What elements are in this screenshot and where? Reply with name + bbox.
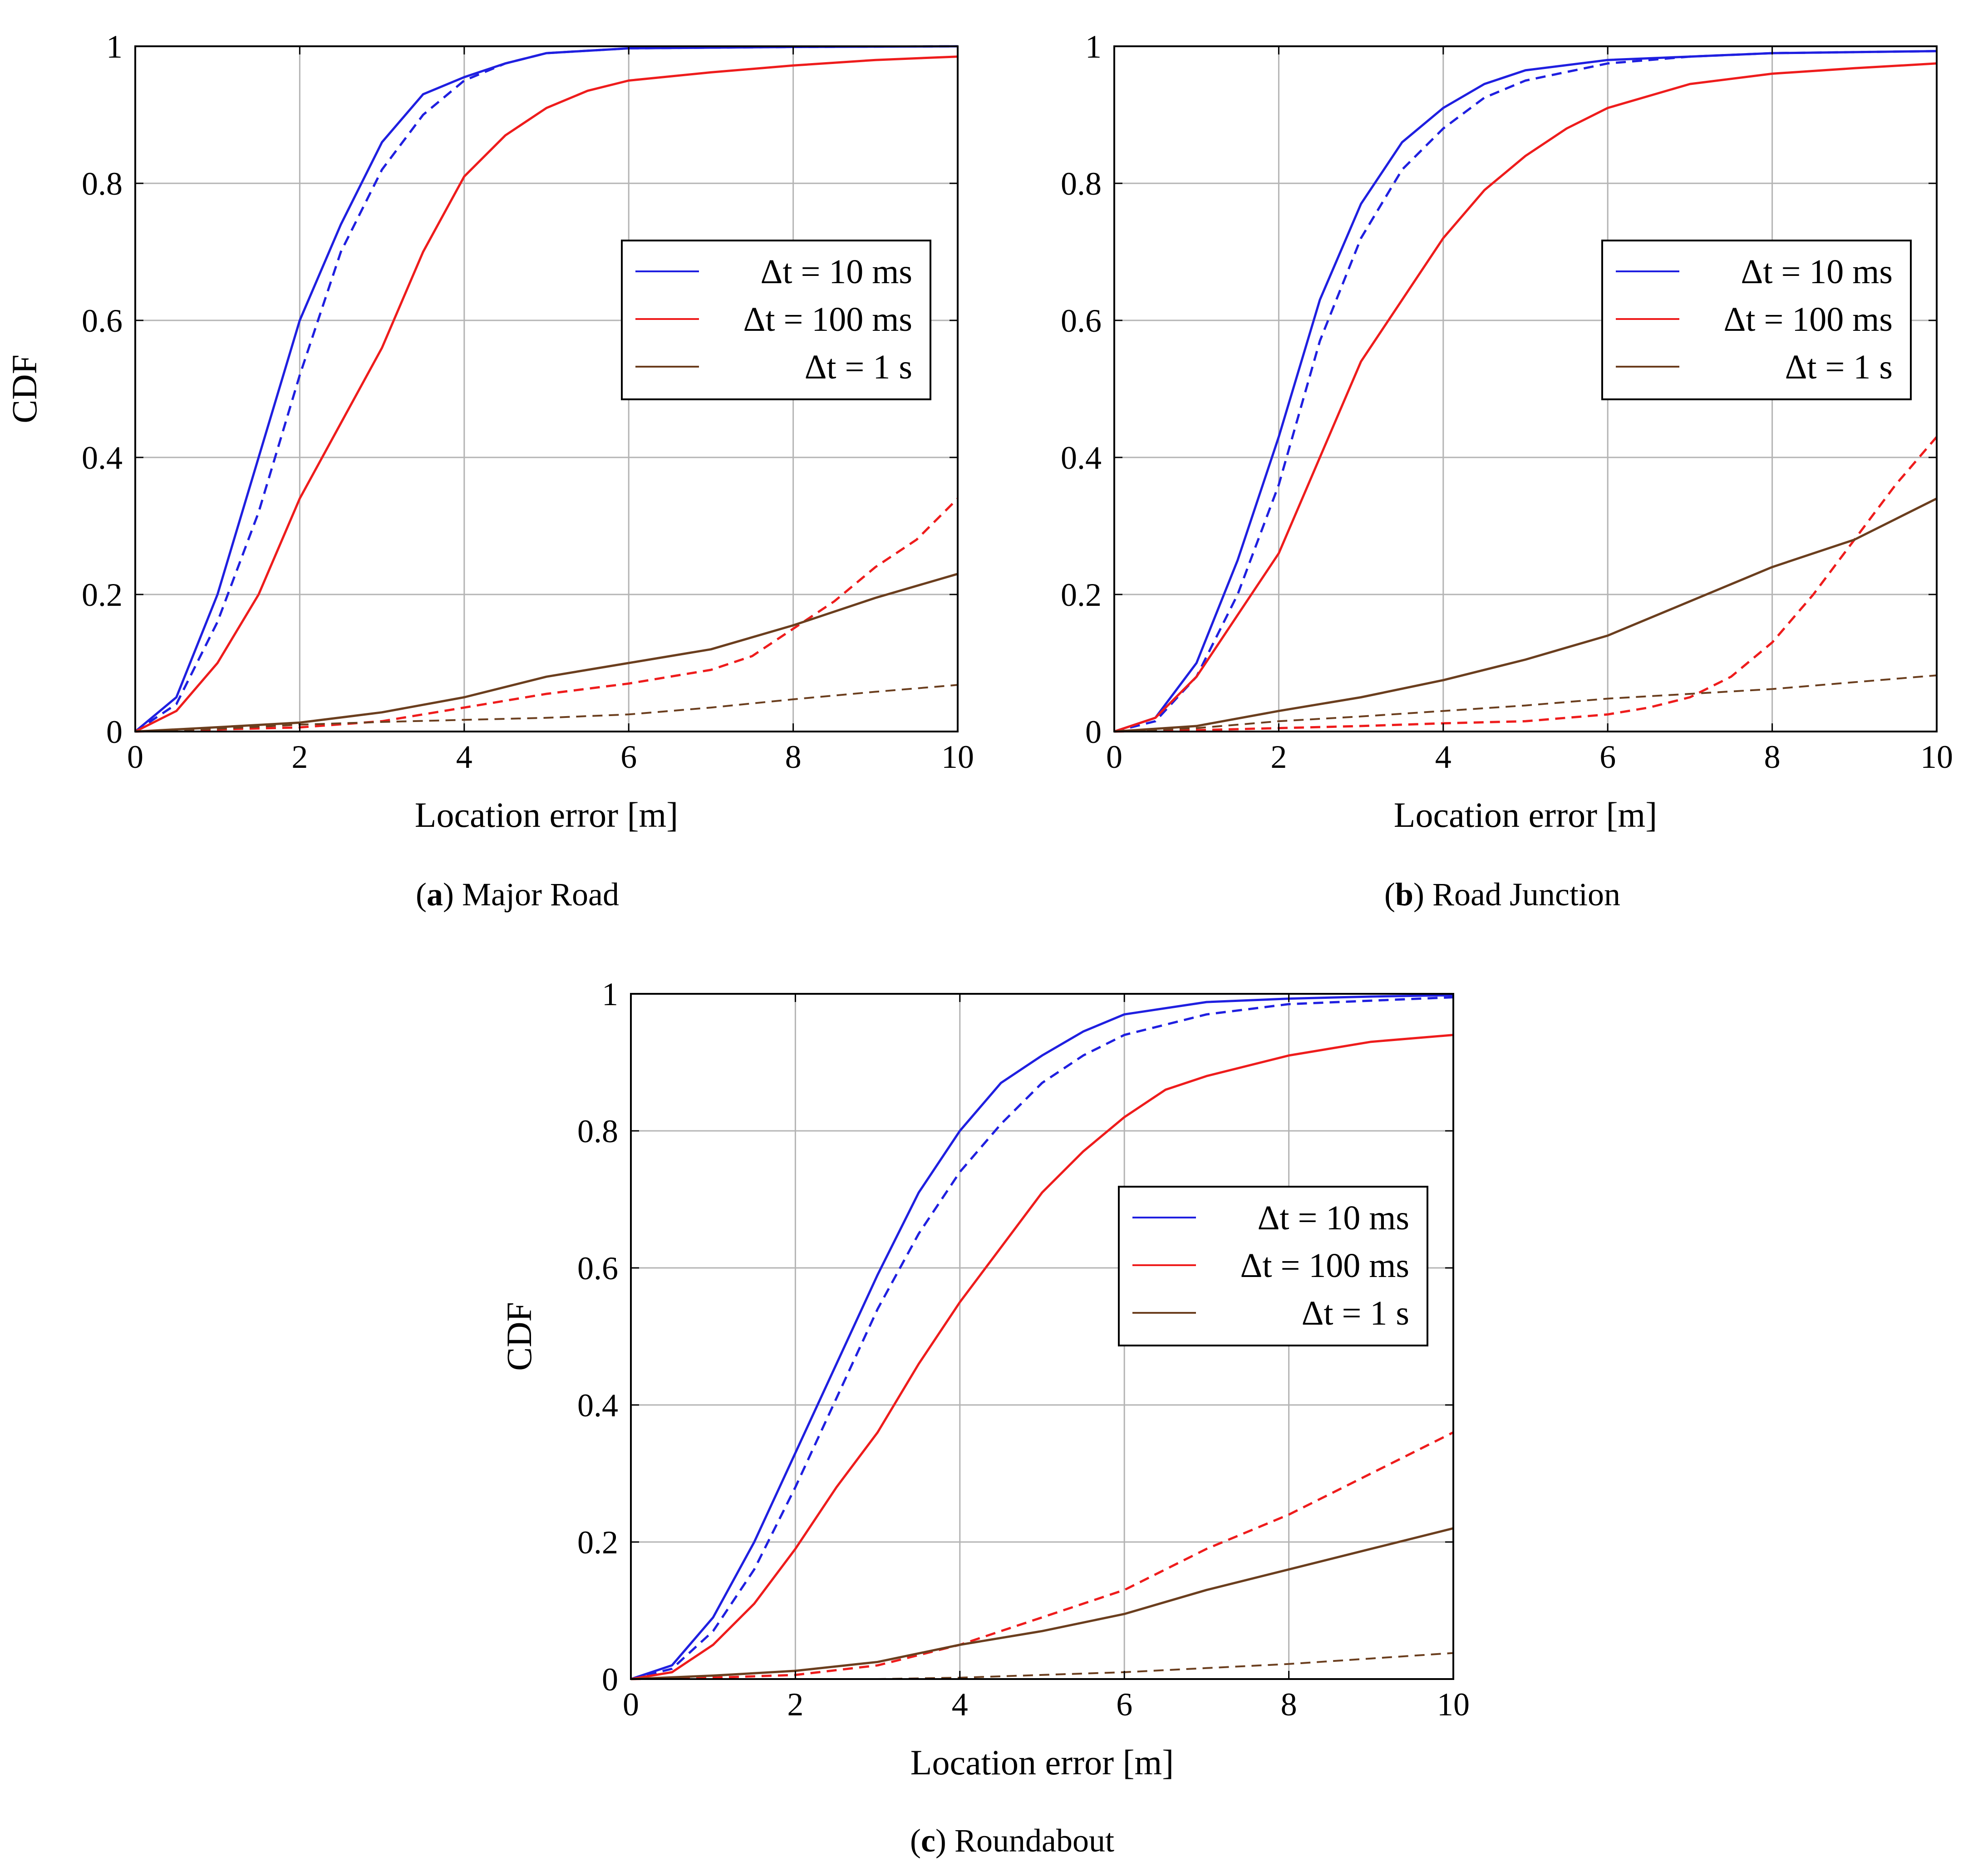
caption-c-text: Roundabout bbox=[954, 1822, 1114, 1859]
x-tick-label: 10 bbox=[941, 739, 974, 775]
x-axis-label: Location error [m] bbox=[910, 1743, 1174, 1782]
plot-frame bbox=[630, 993, 1454, 1680]
y-tick-label: 0.4 bbox=[1061, 440, 1102, 476]
chart-3: 0 2 4 6 8 10 0 0.2 0.4 0.6 0.8 1 Location error [m] C… bbox=[499, 976, 1470, 1782]
x-tick-label: 4 bbox=[952, 1686, 968, 1723]
series-line-red-solid bbox=[1114, 62, 1937, 733]
x-tick-label: 10 bbox=[1437, 1686, 1470, 1723]
series-line-blue-dashed bbox=[1114, 50, 1937, 733]
legend-label: Δt = 100 ms bbox=[743, 300, 912, 339]
series-line-red-dashed bbox=[135, 497, 959, 733]
y-tick-label: 1 bbox=[106, 29, 123, 65]
y-tick-label: 0 bbox=[1085, 714, 1102, 750]
y-tick-label: 0 bbox=[602, 1661, 618, 1698]
legend-label: Δt = 10 ms bbox=[760, 253, 912, 291]
series-line-red-dashed bbox=[1114, 436, 1938, 733]
series-line-red-solid bbox=[134, 55, 958, 733]
y-axis-label: CDF bbox=[499, 1302, 539, 1371]
y-tick-label: 0.6 bbox=[577, 1250, 618, 1287]
caption-c: (c) Roundabout bbox=[910, 1822, 1114, 1859]
caption-a: (a) Major Road bbox=[416, 876, 619, 913]
caption-a-label: a bbox=[427, 876, 443, 913]
y-tick-label: 0 bbox=[106, 714, 123, 750]
caption-b: (b) Road Junction bbox=[1384, 876, 1620, 913]
legend-label: Δt = 100 ms bbox=[1240, 1247, 1409, 1285]
x-tick-label: 2 bbox=[1270, 739, 1287, 775]
series-line-brown-dashed bbox=[1114, 674, 1937, 732]
x-axis-label: Location error [m] bbox=[1394, 795, 1657, 835]
x-tick-label: 8 bbox=[1764, 739, 1781, 775]
caption-a-text: Major Road bbox=[462, 876, 619, 913]
x-tick-label: 0 bbox=[1106, 739, 1122, 775]
x-tick-label: 6 bbox=[1116, 1686, 1132, 1723]
series-line-blue-dashed bbox=[630, 996, 1454, 1680]
legend-label: Δt = 10 ms bbox=[1741, 253, 1893, 291]
x-tick-label: 6 bbox=[1599, 739, 1616, 775]
x-tick-label: 8 bbox=[1281, 1686, 1297, 1723]
x-tick-label: 6 bbox=[620, 739, 637, 775]
series-line-brown-dashed bbox=[631, 1652, 1454, 1680]
x-axis-label: Location error [m] bbox=[415, 795, 678, 835]
plot-frame bbox=[134, 45, 959, 732]
y-axis-label: CDF bbox=[5, 354, 44, 423]
legend: Δt = 10 ms Δt = 100 ms Δt = 1 s bbox=[1601, 240, 1912, 400]
y-tick-label: 0.2 bbox=[1061, 577, 1102, 613]
legend-label: Δt = 1 s bbox=[1302, 1294, 1409, 1332]
y-tick-label: 0.8 bbox=[82, 166, 123, 202]
series-line-red-solid bbox=[630, 1034, 1454, 1680]
caption-b-text: Road Junction bbox=[1432, 876, 1620, 913]
y-tick-label: 0.2 bbox=[577, 1524, 618, 1561]
caption-c-label: c bbox=[921, 1822, 935, 1859]
y-tick-label: 0.4 bbox=[577, 1387, 618, 1424]
x-tick-label: 10 bbox=[1920, 739, 1953, 775]
y-tick-label: 0.4 bbox=[82, 440, 123, 476]
legend: Δt = 10 ms Δt = 100 ms Δt = 1 s bbox=[1118, 1186, 1428, 1346]
series-line-brown-solid bbox=[135, 573, 958, 733]
x-tick-label: 0 bbox=[127, 739, 143, 775]
x-tick-label: 2 bbox=[787, 1686, 803, 1723]
chart-2: 0 2 4 6 8 10 0 0.2 0.4 0.6 0.8 1 Location error [m] Δ… bbox=[1061, 29, 1953, 835]
x-tick-label: 2 bbox=[291, 739, 308, 775]
series-line-blue-dashed bbox=[134, 45, 958, 733]
y-tick-label: 1 bbox=[1085, 29, 1102, 65]
y-tick-label: 0.6 bbox=[1061, 303, 1102, 339]
legend-label: Δt = 100 ms bbox=[1723, 300, 1893, 339]
y-tick-label: 0.8 bbox=[1061, 166, 1102, 202]
y-tick-label: 0.2 bbox=[82, 577, 123, 613]
y-tick-label: 0.6 bbox=[82, 303, 123, 339]
x-tick-label: 0 bbox=[623, 1686, 639, 1723]
legend-label: Δt = 1 s bbox=[805, 348, 912, 386]
series-line-brown-solid bbox=[1114, 497, 1938, 733]
legend-label: Δt = 10 ms bbox=[1257, 1199, 1409, 1237]
legend: Δt = 10 ms Δt = 100 ms Δt = 1 s bbox=[621, 240, 931, 400]
series-line-blue-solid bbox=[1114, 50, 1937, 733]
x-tick-label: 4 bbox=[1435, 739, 1451, 775]
series-line-blue-solid bbox=[630, 994, 1454, 1680]
series-line-red-dashed bbox=[630, 1431, 1454, 1680]
series-line-brown-dashed bbox=[135, 684, 958, 732]
legend-label: Δt = 1 s bbox=[1785, 348, 1893, 386]
y-tick-label: 1 bbox=[602, 976, 618, 1012]
chart-1: 0 2 4 6 8 10 0 0.2 0.4 0.6 0.8 1 Location error [m] C… bbox=[5, 29, 974, 835]
caption-b-label: b bbox=[1395, 876, 1414, 913]
x-tick-label: 8 bbox=[785, 739, 802, 775]
x-tick-label: 4 bbox=[456, 739, 472, 775]
series-line-brown-solid bbox=[630, 1527, 1454, 1680]
y-tick-label: 0.8 bbox=[577, 1113, 618, 1149]
plot-frame bbox=[1113, 45, 1938, 732]
